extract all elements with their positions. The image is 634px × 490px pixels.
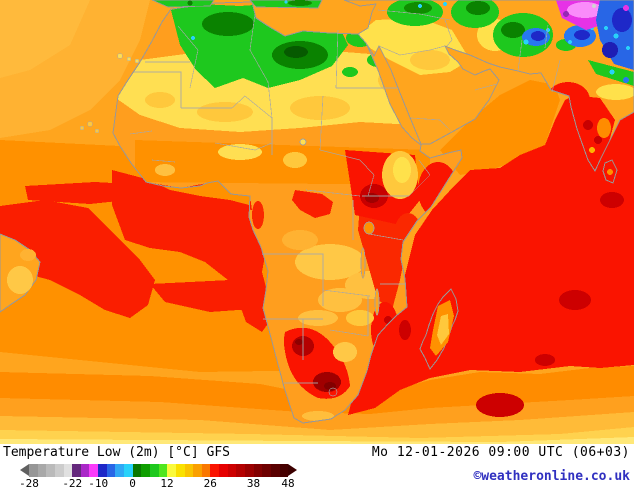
colorbar-tick: 12 (160, 477, 174, 490)
colorbar-segment (270, 464, 280, 477)
colorbar-segment (63, 464, 73, 477)
colorbar-segment (37, 464, 47, 477)
colorbar-segment (279, 464, 289, 477)
temperature-colorbar: -28 -22 -10 0 12 26 38 48 (19, 464, 297, 490)
sri-lanka-island (602, 159, 618, 184)
lake-chad (299, 138, 307, 146)
colorbar-segment (80, 464, 90, 477)
island-dots (79, 53, 140, 134)
colorbar-segment (124, 464, 133, 477)
europe-coast-strips (151, 0, 323, 9)
country-borders (129, 9, 561, 397)
colorbar-segment (219, 464, 228, 477)
colorbar-tick: 0 (129, 477, 136, 490)
colorbar-segment (158, 464, 168, 477)
colorbar-segment (54, 464, 64, 477)
lake-tanganyika (360, 247, 366, 279)
legend-bar: Temperature Low (2m) [°C] GFS Mo 12-01-2… (0, 444, 634, 490)
colorbar-segment (89, 464, 99, 477)
lake-malawi (374, 288, 380, 316)
colorbar-segment (149, 464, 159, 477)
colorbar-segment (167, 464, 176, 477)
colorbar-tick: 38 (246, 477, 261, 490)
atlantic-hot-regions (0, 170, 272, 332)
colorbar-segment (141, 464, 150, 477)
colorbar-left-arrow (20, 464, 29, 476)
colorbar-segment (262, 464, 271, 477)
asia-temperature-regions (358, 0, 634, 171)
indian-ocean-hot-region (348, 92, 634, 417)
africa-temperature-map (0, 0, 634, 444)
india-hot-region (545, 95, 615, 171)
canary-islands (117, 53, 123, 59)
colorbar-segment (46, 464, 55, 477)
colorbar-segment (72, 464, 81, 477)
colorbar-segment (253, 464, 263, 477)
colorbar-segment (201, 464, 211, 477)
colorbar-segment (115, 464, 125, 477)
colorbar-segment (175, 464, 185, 477)
cold-spot-morocco (191, 36, 195, 40)
colorbar-tick: 26 (203, 477, 217, 490)
legend-datetime: Mo 12-01-2026 09:00 UTC (06+03) (371, 445, 630, 460)
colorbar-tick: -22 (62, 477, 83, 490)
colorbar-tick: -10 (88, 477, 109, 490)
colorbar-segment (193, 464, 202, 477)
madagascar-island (419, 288, 459, 370)
colorbar-segment (184, 464, 194, 477)
indian-ocean-very-hot-spots (399, 192, 624, 417)
colorbar-segment (210, 464, 220, 477)
colorbar-tick: -28 (19, 477, 39, 490)
colorbar-right-arrow (288, 464, 297, 476)
colorbar-segment (29, 464, 38, 477)
colorbar-tick: 48 (281, 477, 295, 490)
lakes (299, 138, 380, 316)
colorbar-segments (29, 464, 289, 477)
colorbar-segment (132, 464, 142, 477)
legend-title: Temperature Low (2m) [°C] GFS (3, 445, 230, 460)
cape-verde-islands (79, 125, 85, 131)
colorbar-ticks: -28 -22 -10 0 12 26 38 48 (19, 477, 295, 490)
colorbar-segment (227, 464, 237, 477)
colorbar-segment (98, 464, 107, 477)
colorbar-segment (236, 464, 246, 477)
colorbar-segment (245, 464, 254, 477)
brazil-landmass (0, 233, 41, 313)
copyright-text: ©weatheronline.co.uk (473, 469, 630, 484)
colorbar-segment (106, 464, 116, 477)
lake-victoria (363, 221, 375, 235)
